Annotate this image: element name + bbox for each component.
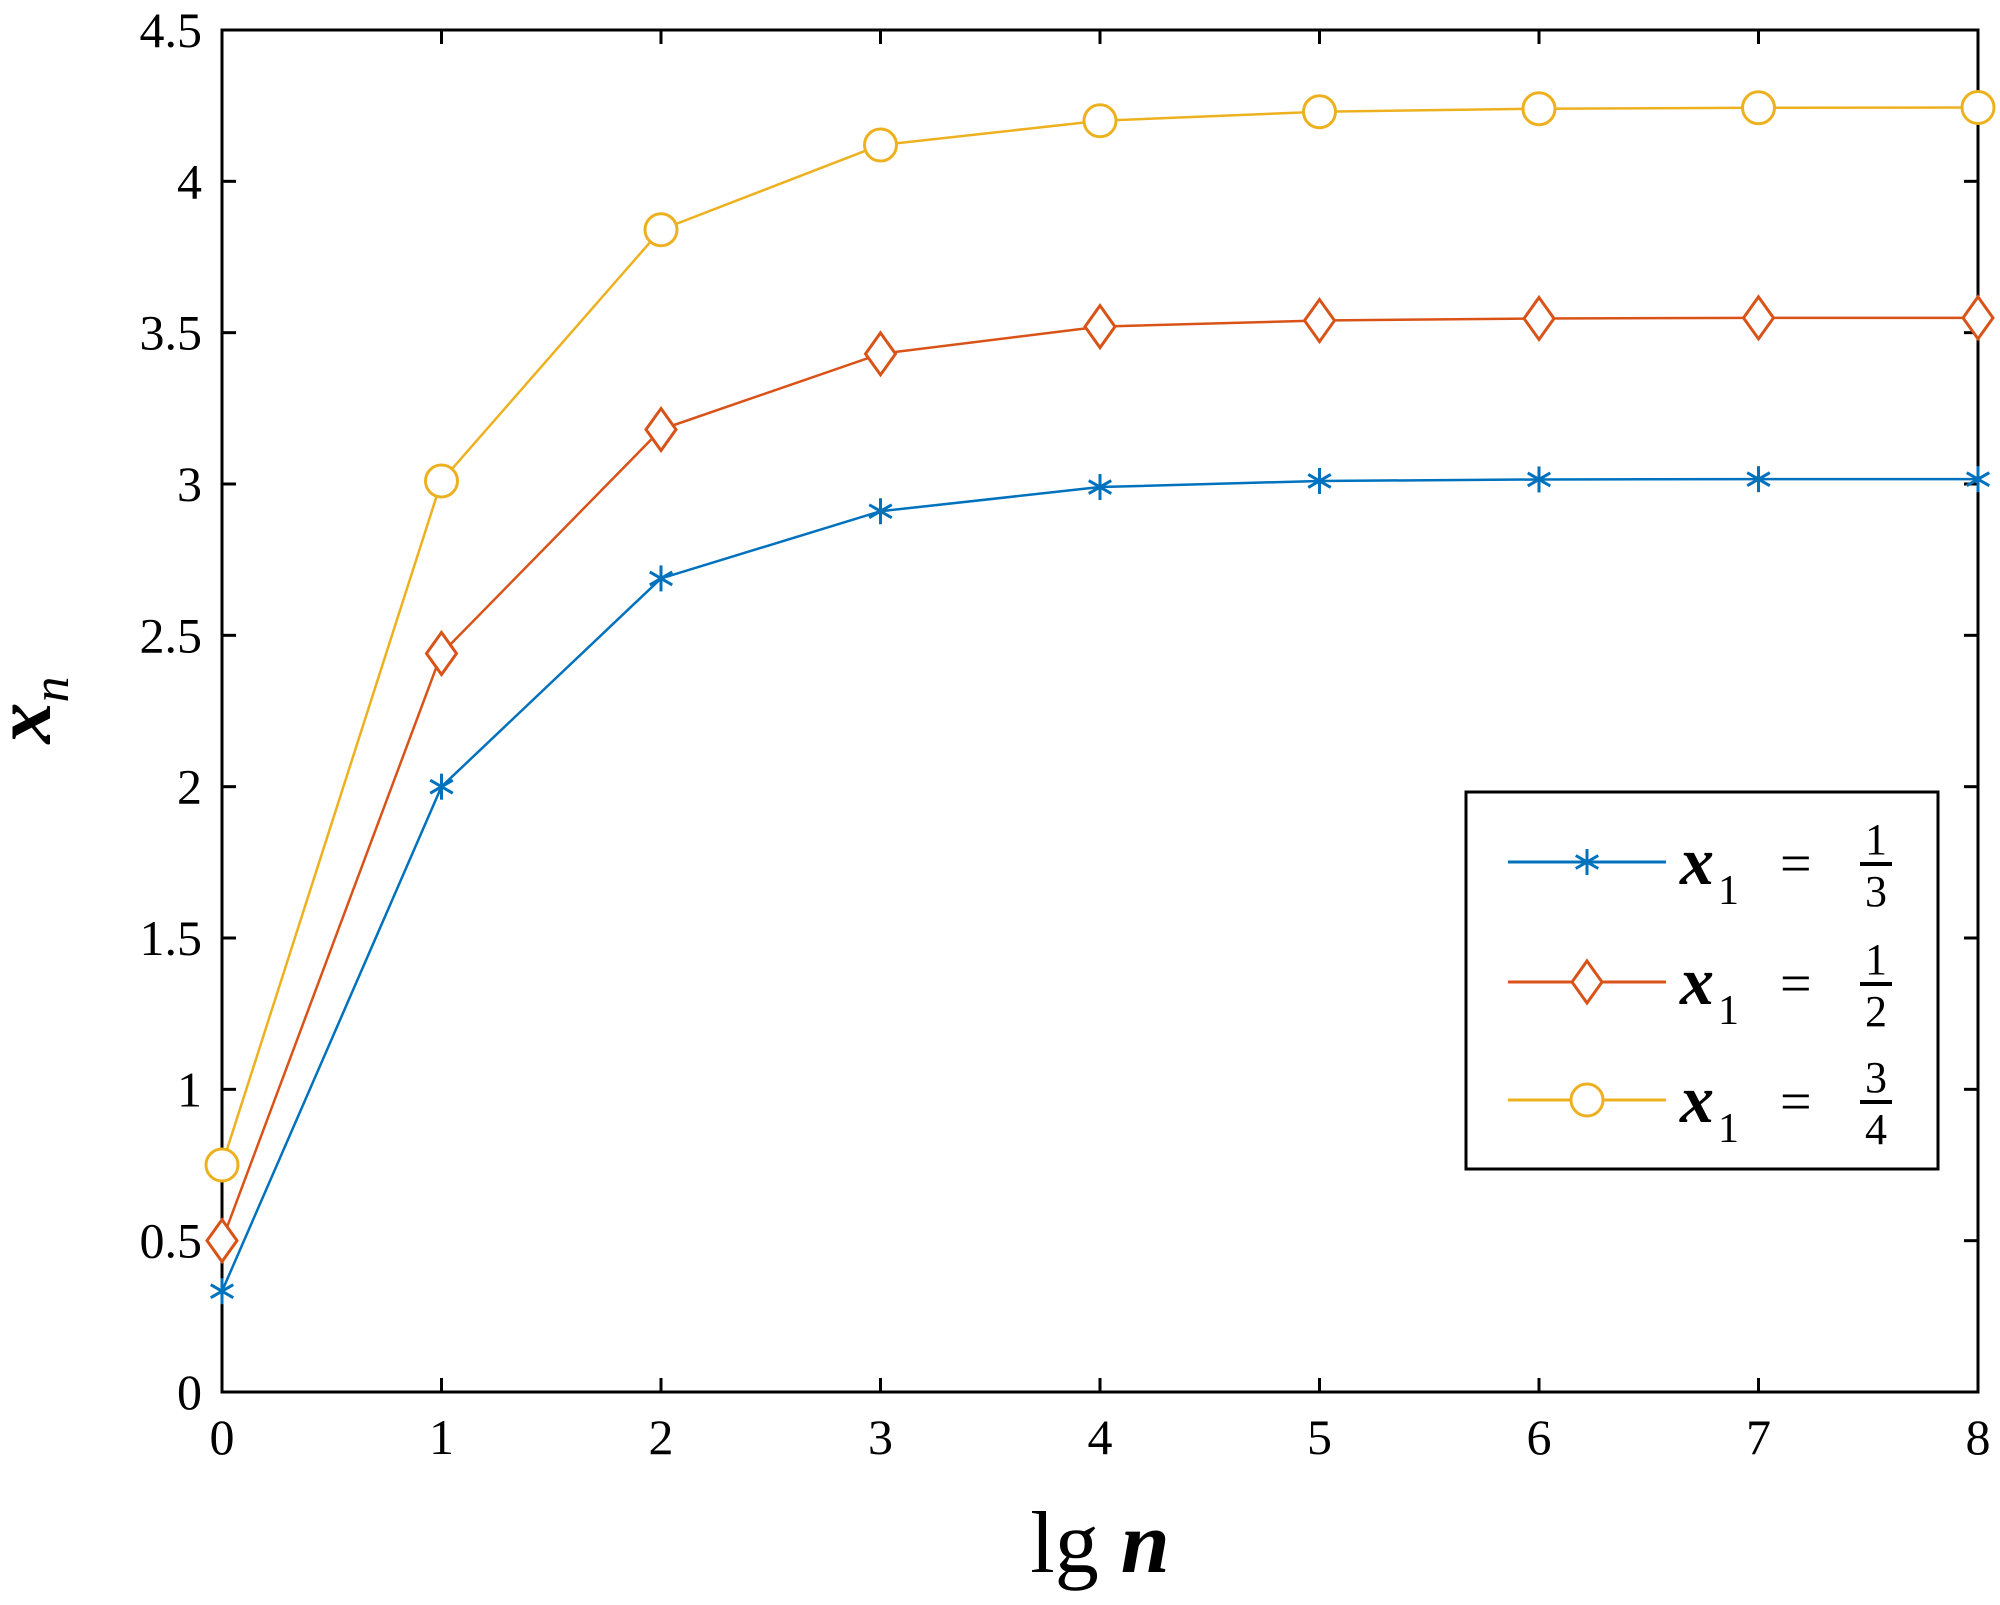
plot-area [220, 28, 1980, 1394]
data-point-diamond [205, 1217, 239, 1265]
legend-entry: x 1 = 13 [1508, 815, 1892, 916]
series-diamond [205, 294, 1995, 1265]
x-axis-title-main: lg [1030, 1495, 1098, 1592]
data-point-circle [1741, 90, 1776, 126]
y-tick-label: 4.5 [140, 2, 203, 58]
data-point-asterisk [1746, 466, 1771, 493]
data-point-circle [643, 212, 679, 248]
y-axis-title: xn [0, 677, 80, 745]
x-tick-label: 6 [1527, 1409, 1552, 1465]
data-point-asterisk [209, 1278, 235, 1305]
legend-numerator: 1 [1865, 935, 1887, 984]
legend-numerator: 1 [1865, 815, 1887, 864]
legend-sub: 1 [1718, 868, 1739, 914]
series-layer [204, 89, 1996, 1305]
data-point-asterisk [429, 773, 454, 800]
legend-var: x [1679, 943, 1714, 1019]
x-tick-label: 0 [210, 1409, 235, 1465]
data-point-diamond [863, 330, 898, 378]
x-tick-label: 5 [1307, 1409, 1332, 1465]
data-point-diamond [644, 405, 678, 454]
legend-sub: 1 [1718, 1106, 1739, 1152]
legend-denominator: 4 [1865, 1105, 1887, 1154]
legend-numerator: 3 [1865, 1053, 1887, 1102]
y-tick-label: 1.5 [140, 910, 203, 966]
legend-denominator: 2 [1865, 987, 1887, 1036]
data-point-asterisk [648, 565, 674, 592]
y-tick-label: 3 [177, 456, 202, 512]
x-tick-label: 8 [1966, 1409, 1991, 1465]
legend-denominator: 3 [1865, 867, 1887, 916]
data-point-diamond [1570, 958, 1604, 1006]
data-point-circle [1302, 94, 1337, 130]
data-point-diamond [1083, 303, 1117, 351]
y-tick-label: 4 [177, 153, 202, 209]
legend: x 1 = 13x 1 = 12x 1 = 34 [1464, 790, 1940, 1171]
data-point-diamond [1961, 294, 1995, 342]
data-point-asterisk [1307, 467, 1332, 494]
x-tick-label: 7 [1746, 1409, 1771, 1465]
y-tick-label: 2 [177, 759, 202, 815]
data-point-asterisk [868, 498, 893, 525]
y-tick-label: 2.5 [140, 607, 203, 663]
data-point-asterisk [1087, 474, 1113, 501]
x-axis-title-var: n [1121, 1495, 1170, 1592]
x-axis-title: lg n [1030, 1495, 1169, 1592]
data-point-circle [204, 1147, 240, 1183]
data-point-diamond [1522, 294, 1556, 343]
legend-entry: x 1 = 12 [1508, 935, 1892, 1036]
data-point-circle [1960, 89, 1996, 125]
data-point-asterisk [1965, 466, 1991, 493]
y-axis-title-main: x [0, 703, 68, 745]
y-tick-label: 0 [177, 1364, 202, 1420]
data-point-circle [863, 127, 898, 163]
data-point-diamond [1741, 294, 1776, 342]
y-tick-label: 3.5 [140, 305, 203, 361]
y-tick-label: 1 [177, 1061, 202, 1117]
x-tick-label: 4 [1088, 1409, 1113, 1465]
x-tick-label: 1 [429, 1409, 454, 1465]
legend-sub: 1 [1718, 988, 1739, 1034]
data-point-circle [1082, 103, 1118, 139]
x-tick-label: 3 [868, 1409, 893, 1465]
data-point-diamond [424, 629, 459, 678]
y-axis: 0 0.5 1 1.5 2 2.5 3 3.5 4 4.5 [140, 2, 1978, 1420]
y-tick-label: 0.5 [140, 1213, 203, 1269]
data-point-asterisk [1574, 849, 1600, 875]
data-point-circle [1569, 1082, 1605, 1118]
legend-var: x [1679, 823, 1714, 899]
legend-equals: = [1780, 833, 1812, 895]
data-point-diamond [1302, 296, 1337, 345]
legend-entry: x 1 = 34 [1508, 1053, 1892, 1154]
data-point-circle [424, 463, 459, 499]
data-point-asterisk [1526, 466, 1552, 493]
series-circle [204, 89, 1996, 1183]
legend-equals: = [1780, 953, 1812, 1015]
series-asterisk [209, 466, 1991, 1305]
legend-var: x [1679, 1061, 1714, 1137]
legend-equals: = [1780, 1071, 1812, 1133]
data-point-circle [1521, 91, 1557, 127]
y-axis-title-sub: n [23, 677, 80, 703]
x-tick-label: 2 [649, 1409, 674, 1465]
